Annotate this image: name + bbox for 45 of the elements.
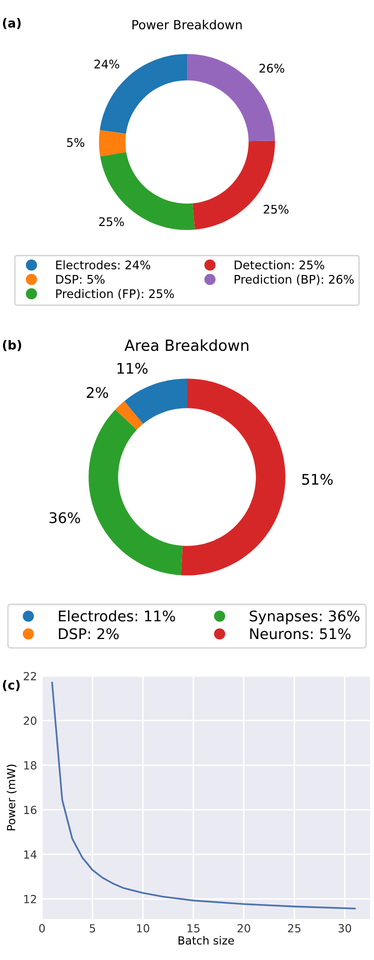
y-tick-label: 14 [24, 850, 37, 859]
y-tick-label: 12 [24, 894, 36, 904]
x-tick-label: 15 [188, 924, 200, 932]
y-tick-label: 20 [24, 716, 36, 725]
chart-title: Power Breakdown [132, 20, 242, 30]
y-axis-title: Power (mW) [6, 764, 17, 830]
legend-label: Prediction (BP): 26% [234, 274, 354, 286]
x-tick-label: 30 [338, 924, 352, 932]
donut-slice [180, 378, 286, 576]
donut-slice [124, 378, 187, 424]
y-tick-label: 18 [24, 761, 36, 770]
data-label: 11% [118, 362, 148, 374]
data-label: 25% [99, 217, 124, 226]
text: (c) [2, 680, 20, 692]
legend-label: DSP: 5% [56, 274, 105, 284]
donut-slice [115, 401, 144, 430]
x-tick-label: 10 [137, 924, 150, 932]
x-axis-title: Batch size [178, 936, 234, 945]
legend-label: Detection: 25% [234, 260, 324, 270]
donut-slice [100, 152, 195, 230]
donut-slice [88, 410, 183, 576]
legend-label: Electrodes: 11% [58, 610, 176, 622]
data-label: 36% [50, 512, 80, 524]
text: (b) [2, 340, 22, 352]
y-tick-label: 22 [24, 672, 36, 680]
donut-slice [99, 130, 126, 156]
data-label: 51% [302, 474, 333, 485]
data-label: 2% [86, 386, 108, 398]
data-label: 26% [260, 64, 284, 73]
data-label: 24% [94, 60, 120, 69]
x-tick-label: 20 [238, 924, 250, 932]
x-tick-label: 5 [90, 924, 96, 932]
line-series [51, 682, 356, 910]
legend-label: Prediction (FP): 25% [56, 289, 174, 300]
text: (a) [2, 18, 21, 30]
data-label: 5% [67, 138, 84, 147]
legend-label: DSP: 2% [58, 628, 119, 640]
x-tick-label: 25 [288, 924, 300, 932]
legend-label: Electrodes: 24% [56, 260, 150, 270]
legend-label: Synapses: 36% [250, 610, 360, 624]
legend-label: Neurons: 51% [250, 628, 350, 640]
x-tick-label: 0 [39, 924, 45, 932]
y-tick-label: 16 [24, 806, 36, 814]
data-label: 25% [264, 204, 288, 214]
chart-title: Area Breakdown [124, 339, 248, 352]
